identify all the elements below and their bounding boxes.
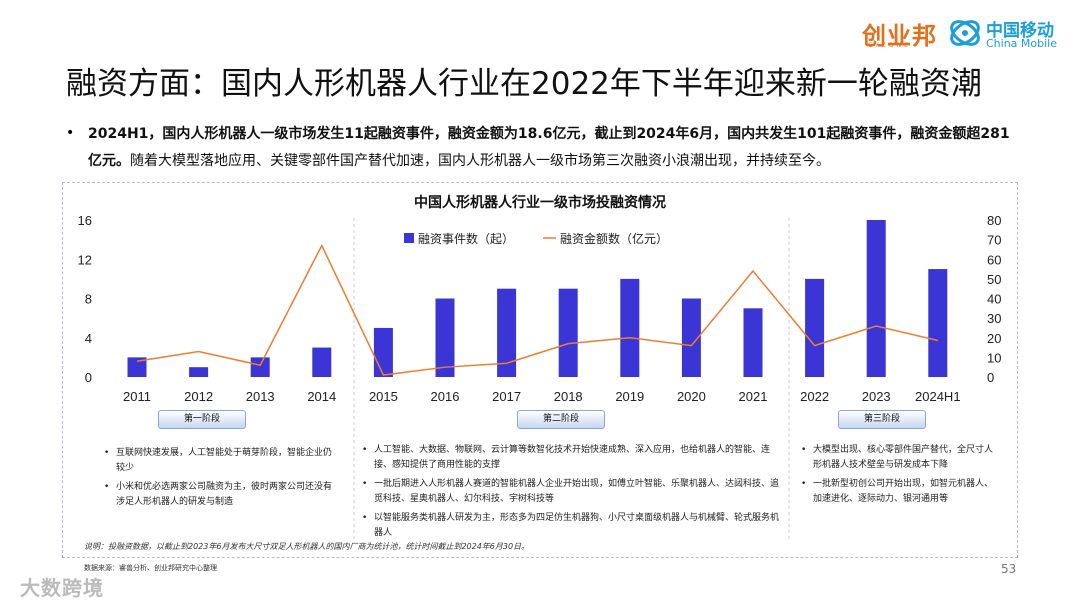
right-axis-tick: 70 [987,233,1001,248]
chart-note: 说明：投融资数据，以截止到2023年6月发布大尺寸双足人形机器人的国内厂商为统计… [84,542,530,551]
stage-2-item: 一批后期进入人形机器人赛道的智能机器人企业开始出现，如傅立叶智能、乐聚机器人、达… [362,477,780,507]
bar-financing-events [928,269,948,377]
summary-bold-text: 2024H1，国内人形机器人一级市场发生11起融资事件，融资金额为18.6亿元，… [88,126,1010,169]
x-axis-tick: 2017 [492,389,521,404]
bar-financing-events [866,220,886,377]
bar-financing-events [373,327,393,377]
bar-financing-events [250,357,270,377]
stage-label-3: 第三阶段 [838,410,926,429]
bar-financing-events [497,288,517,377]
stage-1-item: 小米和优必选两家公司融资为主，彼时两家公司还没有涉足人形机器人的研发与制造 [104,480,336,510]
bar-financing-events [743,308,763,377]
bar-financing-events [435,298,455,377]
right-axis-tick: 0 [987,370,994,385]
china-mobile-logo-icon [950,20,980,46]
chart-title: 中国人形机器人行业一级市场投融资情况 [414,195,666,211]
stage-2-item: 以智能服务类机器人研发为主，形态多为四足仿生机器狗、小尺寸桌面级机器人与机械臂、… [362,511,780,541]
china-mobile-name: 中国移动 [986,21,1054,41]
china-mobile-english-name: China Mobile [986,37,1058,50]
x-axis-tick: 2019 [615,389,644,404]
stage-label-2: 第二阶段 [517,410,605,429]
right-axis-tick: 80 [987,213,1001,228]
left-axis-tick: 0 [85,370,92,385]
page-title: 融资方面：国内人形机器人行业在2022年下半年迎来新一轮融资潮 [66,66,982,102]
x-axis-tick: 2024H1 [915,389,961,404]
x-axis-tick: 2018 [554,389,583,404]
summary-text: 2024H1，国内人形机器人一级市场发生11起融资事件，融资金额为18.6亿元，… [88,121,1018,175]
financing-amount-line [136,243,938,376]
right-axis-tick: 50 [987,272,1001,287]
left-axis-tick: 16 [78,213,92,228]
right-axis-tick: 20 [987,331,1001,346]
x-axis-tick: 2011 [123,389,151,404]
summary-bullet: • [66,125,75,141]
x-axis-tick: 2020 [677,389,706,404]
bar-financing-events [620,278,640,377]
legend-line-label: 融资金额数（亿元） [560,231,668,246]
right-axis-tick: 30 [987,311,1001,326]
x-axis-tick: 2022 [800,389,829,404]
stage-2-description: 人工智能、大数据、物联网、云计算等数智化技术开始快速成熟、深入应用，也给机器人的… [362,443,780,545]
watermark: 大数跨境 [20,576,104,600]
stage-3-description: 大模型出现、核心零部件国产替代，全尺寸人形机器人技术壁垒与研发成本下降 一批新型… [801,443,1001,511]
summary-normal-text: 随着大模型落地应用、关键零部件国产替代加速，国内人形机器人一级市场第三次融资小浪… [130,153,830,169]
stage-3-item: 一批新型初创公司开始出现，如智元机器人、加速进化、逐际动力、银河通用等 [801,477,1001,507]
left-axis-tick: 4 [85,331,92,346]
data-source: 数据来源：睿兽分析、创业邦研究中心整理 [84,564,217,572]
bar-financing-events [558,288,578,377]
x-axis-tick: 2014 [307,389,336,404]
legend-bar-swatch [404,233,414,243]
x-axis-tick: 2013 [246,389,275,404]
chart-frame [62,182,1018,558]
bar-financing-events [189,367,209,377]
bar-financing-events [127,357,147,377]
stage-1-item: 互联网快速发展，人工智能处于萌芽阶段，智能企业仍较少 [104,446,336,476]
x-axis-tick: 2016 [431,389,460,404]
left-axis-tick: 8 [85,292,92,307]
cyzone-logo-subtext: CYZONE [868,42,911,49]
stage-3-item: 大模型出现、核心零部件国产替代，全尺寸人形机器人技术壁垒与研发成本下降 [801,443,1001,473]
x-axis-tick: 2023 [862,389,891,404]
legend-bar-label: 融资事件数（起） [418,231,514,246]
stage-label-1: 第一阶段 [158,410,246,429]
x-axis-tick: 2015 [369,389,398,404]
bar-financing-events [805,278,825,377]
left-axis-tick: 12 [78,252,92,267]
right-axis-tick: 10 [987,350,1001,365]
bar-financing-events [681,298,701,377]
x-axis-tick: 2021 [739,389,768,404]
cyzone-logo: 创业邦 [862,22,937,50]
right-axis-tick: 40 [987,292,1001,307]
bar-financing-events [312,347,332,377]
page-number: 53 [1001,562,1017,576]
x-axis-tick: 2012 [184,389,213,404]
stage-1-description: 互联网快速发展，人工智能处于萌芽阶段，智能企业仍较少 小米和优必选两家公司融资为… [104,446,336,514]
right-axis-tick: 60 [987,252,1001,267]
stage-2-item: 人工智能、大数据、物联网、云计算等数智化技术开始快速成熟、深入应用，也给机器人的… [362,443,780,473]
